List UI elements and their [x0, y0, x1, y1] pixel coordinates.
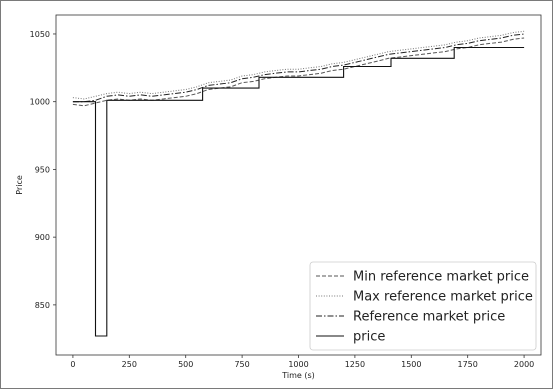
series-line-3 — [72, 33, 525, 103]
x-tick-label: 1000 — [288, 360, 308, 369]
series-line-2 — [72, 30, 525, 100]
y-axis-label: Price — [15, 175, 24, 195]
y-tick-label: 850 — [35, 301, 50, 310]
series-line-1 — [72, 37, 525, 107]
x-axis: 0 250 500 750 1000 1250 1500 1750 2000 — [70, 355, 534, 369]
x-tick-label: 250 — [122, 360, 137, 369]
legend: Min reference market price Max reference … — [309, 261, 537, 351]
series-line-4 — [72, 46, 525, 337]
legend-items: Min reference market price Max reference … — [316, 270, 533, 345]
legend-label: price — [353, 330, 385, 345]
x-tick-label: 1250 — [345, 360, 365, 369]
y-tick-label: 900 — [35, 233, 50, 242]
x-tick-label: 0 — [70, 360, 75, 369]
x-tick-label: 1500 — [401, 360, 421, 369]
legend-label: Max reference market price — [353, 290, 533, 305]
x-axis-label: Time (s) — [281, 371, 315, 380]
legend-label: Reference market price — [353, 310, 505, 325]
legend-box — [309, 261, 537, 351]
series-layer — [72, 30, 525, 337]
x-tick-label: 750 — [234, 360, 249, 369]
y-tick-label: 1000 — [30, 98, 50, 107]
x-tick-label: 2000 — [514, 360, 534, 369]
y-tick-label: 950 — [35, 165, 50, 174]
y-axis: 850 900 950 1000 1050 — [30, 30, 56, 310]
y-tick-label: 1050 — [30, 30, 50, 39]
x-tick-label: 500 — [178, 360, 193, 369]
x-tick-label: 1750 — [458, 360, 478, 369]
legend-label: Min reference market price — [353, 270, 529, 285]
